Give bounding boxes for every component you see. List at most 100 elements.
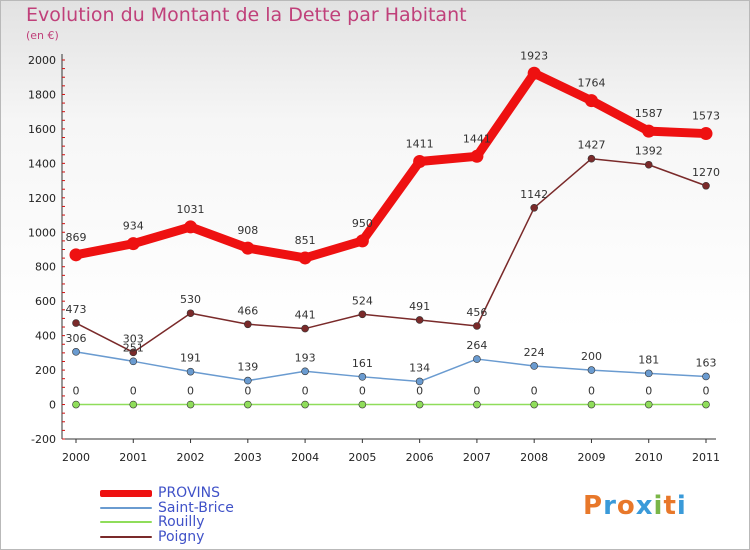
x-tick-label: 2002 (177, 451, 205, 464)
chart-title: Evolution du Montant de la Dette par Hab… (26, 4, 467, 26)
y-tick-label: 1600 (28, 123, 56, 136)
data-point (644, 400, 653, 409)
data-point (244, 320, 252, 329)
data-label: 0 (187, 385, 194, 398)
data-label: 1573 (692, 110, 720, 123)
data-label: 0 (359, 385, 366, 398)
data-label: 200 (581, 350, 602, 363)
data-point (72, 348, 80, 356)
data-point (470, 149, 484, 163)
data-label: 0 (416, 385, 423, 398)
data-point (184, 220, 198, 234)
data-point (301, 324, 309, 333)
data-point (473, 322, 481, 330)
data-label: 0 (588, 385, 595, 398)
legend-item-provins: PROVINS (100, 485, 221, 501)
data-label: 473 (66, 303, 87, 316)
data-label: 0 (302, 385, 309, 398)
data-point (244, 400, 252, 409)
data-label: 934 (123, 220, 144, 233)
data-label: 1587 (635, 107, 663, 120)
data-point (301, 367, 309, 376)
data-point (530, 400, 538, 409)
x-tick-label: 2007 (463, 451, 491, 464)
data-label: 1923 (520, 49, 548, 62)
data-point (298, 251, 312, 265)
data-label: 0 (473, 385, 480, 398)
data-label: 306 (66, 332, 87, 345)
legend-label-poigny: Poigny (158, 529, 205, 545)
data-point (186, 309, 195, 318)
data-point (415, 400, 424, 409)
data-label: 264 (466, 339, 487, 352)
legend-label-provins: PROVINS (158, 485, 221, 501)
data-point (413, 154, 427, 168)
x-tick-label: 2011 (692, 451, 720, 464)
x-tick-label: 2004 (291, 451, 319, 464)
data-label: 134 (409, 361, 430, 374)
y-tick-label: 600 (35, 295, 56, 308)
data-label: 1427 (577, 139, 605, 152)
series-line-poigny (75, 157, 707, 354)
data-point (126, 237, 140, 251)
x-tick-label: 2010 (635, 451, 663, 464)
series-line-provins (71, 68, 711, 263)
data-label: 0 (73, 385, 80, 398)
data-label: 1392 (635, 145, 663, 158)
data-label: 161 (352, 357, 373, 370)
data-point (702, 181, 710, 190)
data-label: 303 (123, 332, 144, 345)
data-label: 139 (237, 361, 258, 374)
y-tick-label: 1000 (28, 226, 56, 239)
legend-item-saint-brice: Saint-Brice (100, 500, 234, 516)
data-label: 869 (66, 231, 87, 244)
data-point (415, 316, 424, 324)
data-label: 1411 (406, 137, 434, 150)
data-label: 491 (409, 300, 430, 313)
data-point (358, 310, 367, 319)
y-tick-label: 1400 (28, 157, 56, 170)
data-label: 950 (352, 217, 373, 230)
data-point (415, 377, 424, 386)
logo-letter: r (603, 491, 617, 521)
data-label: 851 (295, 234, 316, 247)
y-tick-label: 200 (35, 364, 56, 377)
x-tick-label: 2003 (234, 451, 262, 464)
y-tick-label: 1200 (28, 192, 56, 205)
data-label: 0 (130, 385, 137, 398)
data-point (587, 154, 596, 163)
data-label: 1142 (520, 188, 548, 201)
data-point (702, 372, 710, 381)
data-label: 0 (244, 385, 251, 398)
data-point (584, 94, 598, 108)
data-point (72, 400, 80, 409)
data-label: 251 (123, 341, 144, 354)
logo-letter: i (676, 491, 687, 521)
data-point (69, 248, 83, 262)
data-point (587, 366, 596, 374)
data-label: 0 (703, 385, 710, 398)
data-label: 524 (352, 294, 373, 307)
data-point (358, 400, 367, 409)
data-point (644, 369, 653, 378)
x-tick-label: 2008 (520, 451, 548, 464)
data-label: 193 (295, 351, 316, 364)
data-point (527, 66, 541, 80)
x-tick-label: 2006 (406, 451, 434, 464)
data-label: 1441 (463, 132, 491, 145)
data-point (587, 400, 596, 409)
data-label: 224 (524, 346, 545, 359)
x-tick-label: 2005 (348, 451, 376, 464)
data-point (186, 400, 195, 409)
legend-swatch-rouilly (100, 521, 152, 523)
data-point (644, 160, 653, 169)
legend-swatch-saint-brice (100, 507, 152, 509)
data-point (72, 319, 80, 327)
data-point (129, 400, 138, 409)
y-tick-label: 800 (35, 261, 56, 274)
logo-letter: i (653, 491, 664, 521)
legend-item-poigny: Poigny (100, 529, 205, 545)
data-point (129, 357, 138, 366)
